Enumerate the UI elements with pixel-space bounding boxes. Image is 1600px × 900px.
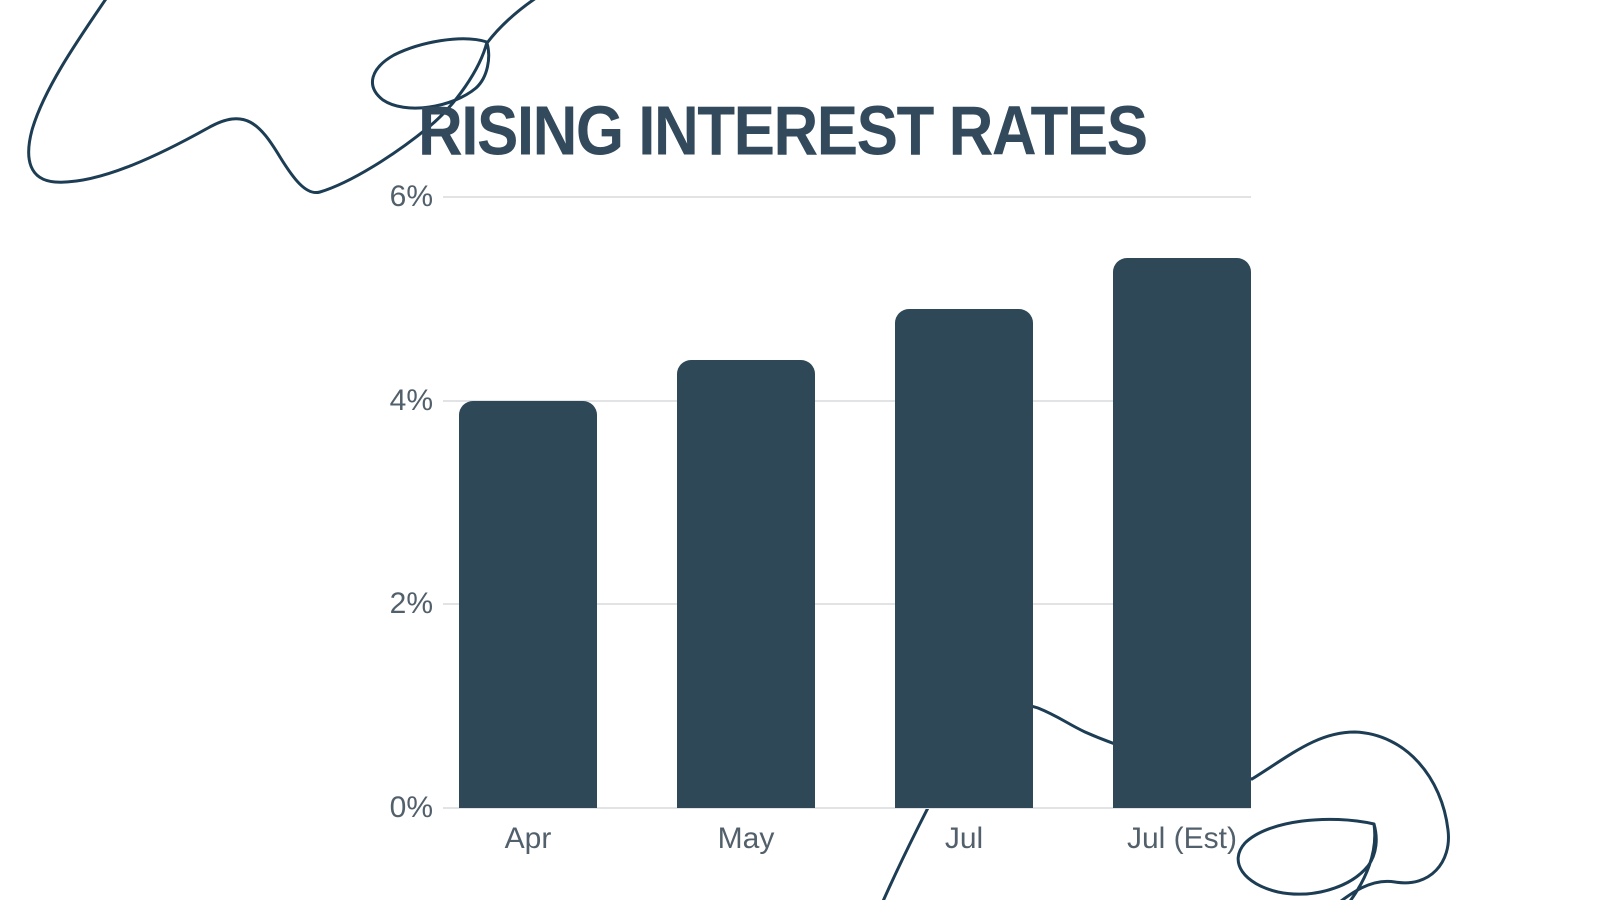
- gridline: [443, 399, 1251, 402]
- x-tick-label: Jul (Est): [1126, 822, 1237, 855]
- gridline: [443, 196, 1251, 198]
- y-tick-label: 6%: [389, 180, 433, 213]
- x-tick-label: Apr: [504, 822, 552, 855]
- gridline: [443, 807, 1251, 809]
- x-tick-label: May: [717, 822, 775, 855]
- bar-jul: [895, 309, 1033, 808]
- x-tick-label: Jul: [944, 822, 984, 855]
- bar-jul-est: [1113, 258, 1251, 808]
- chart-title: RISING INTEREST RATES: [418, 93, 1148, 171]
- bar-apr: [459, 400, 597, 808]
- y-tick-label: 4%: [389, 383, 433, 417]
- gridline: [443, 603, 1251, 606]
- bar-may: [677, 359, 815, 808]
- y-tick-label: 2%: [389, 587, 433, 621]
- y-tick-label: 0%: [389, 791, 433, 824]
